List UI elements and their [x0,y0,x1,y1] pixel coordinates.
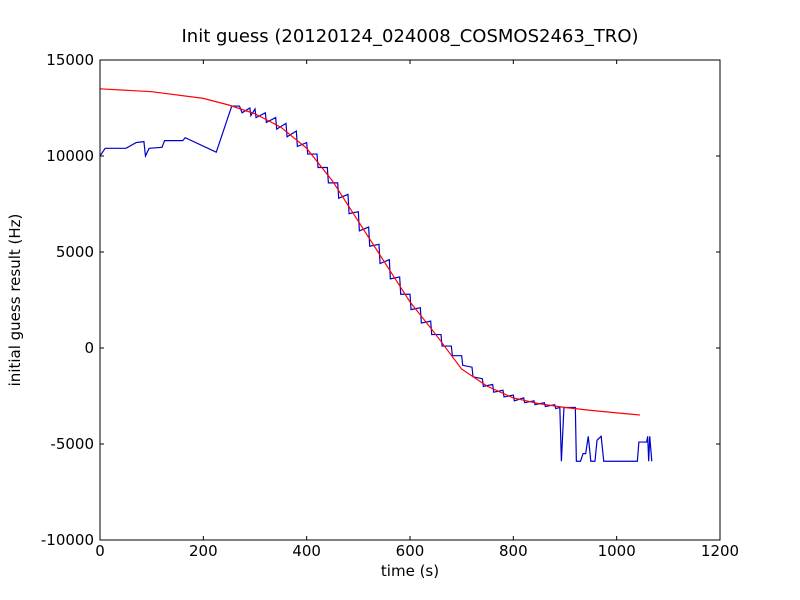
x-tick-label: 400 [292,542,321,560]
data-line [99,88,640,416]
y-tick-label: 15000 [46,51,94,69]
x-tick-label: 0 [95,542,105,560]
chart-title: Init guess (20120124_024008_COSMOS2463_T… [181,26,638,47]
x-tick-label: 1200 [701,542,739,560]
y-tick-label: 5000 [56,243,94,261]
x-tick-label: 800 [499,542,528,560]
y-tick-label: -10000 [41,531,94,549]
x-tick-label: 200 [189,542,218,560]
y-tick-label: -5000 [50,435,94,453]
plot-frame [99,59,721,541]
x-tick-label: 600 [396,542,425,560]
x-axis-label: time (s) [381,562,439,580]
y-axis-label: initial guess result (Hz) [6,214,24,387]
y-tick-label: 0 [84,339,94,357]
y-tick-label: 10000 [46,147,94,165]
x-tick-label: 1000 [598,542,636,560]
